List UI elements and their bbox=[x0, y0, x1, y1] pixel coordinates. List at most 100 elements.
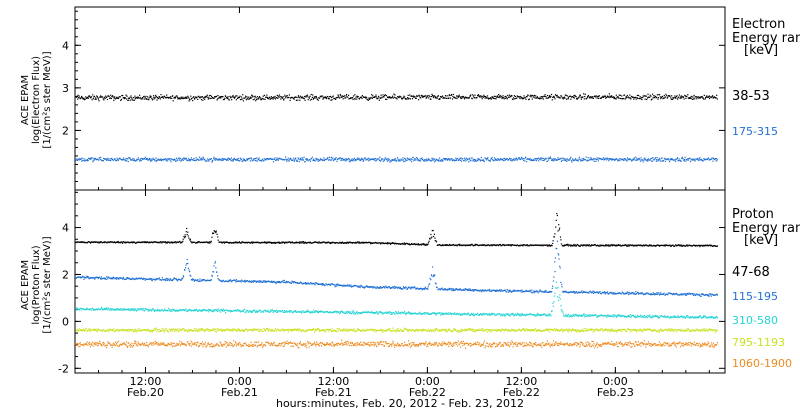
data-point bbox=[458, 158, 460, 161]
data-point bbox=[232, 280, 234, 282]
data-point bbox=[541, 97, 543, 99]
data-point bbox=[90, 97, 92, 99]
data-point bbox=[338, 157, 341, 159]
data-point bbox=[505, 95, 507, 97]
data-point bbox=[669, 95, 671, 97]
data-point bbox=[517, 157, 519, 159]
data-point bbox=[393, 93, 395, 95]
data-point bbox=[153, 309, 155, 312]
data-point bbox=[424, 95, 426, 98]
data-point bbox=[351, 97, 353, 99]
data-point bbox=[524, 291, 526, 293]
data-point bbox=[87, 159, 89, 161]
data-point bbox=[541, 157, 543, 159]
data-point bbox=[548, 95, 550, 97]
data-point bbox=[302, 158, 304, 160]
data-point bbox=[616, 97, 618, 99]
data-point bbox=[644, 158, 646, 161]
data-point bbox=[291, 241, 293, 243]
data-point bbox=[658, 157, 661, 160]
data-point bbox=[289, 241, 291, 243]
data-point bbox=[134, 241, 136, 243]
data-point bbox=[487, 244, 489, 246]
data-point bbox=[521, 289, 523, 291]
data-point bbox=[369, 158, 372, 160]
data-point bbox=[243, 309, 245, 311]
data-point bbox=[352, 285, 354, 288]
data-point bbox=[657, 160, 659, 162]
data-point bbox=[456, 288, 458, 290]
data-point bbox=[155, 96, 158, 98]
data-point bbox=[424, 286, 426, 288]
data-point bbox=[477, 94, 480, 96]
data-point bbox=[702, 160, 704, 162]
data-point bbox=[334, 286, 336, 288]
data-point bbox=[374, 286, 376, 288]
data-point bbox=[103, 307, 106, 309]
data-point bbox=[332, 95, 334, 97]
data-point bbox=[144, 310, 146, 312]
data-point bbox=[508, 290, 510, 292]
data-point bbox=[146, 241, 148, 243]
data-point bbox=[222, 98, 224, 101]
data-point bbox=[473, 158, 475, 160]
data-point bbox=[350, 159, 352, 161]
data-point bbox=[131, 277, 133, 279]
data-point bbox=[197, 278, 199, 281]
data-point bbox=[641, 159, 643, 161]
data-point bbox=[587, 244, 589, 246]
data-point bbox=[316, 283, 318, 285]
data-point bbox=[451, 93, 453, 96]
data-point bbox=[280, 96, 282, 98]
data-point bbox=[558, 97, 560, 99]
data-point bbox=[703, 294, 705, 296]
data-point bbox=[668, 161, 671, 163]
data-point bbox=[192, 100, 194, 102]
data-point bbox=[176, 96, 178, 98]
data-point bbox=[328, 158, 330, 160]
data-point bbox=[114, 308, 116, 310]
data-point bbox=[325, 96, 327, 99]
data-point bbox=[162, 279, 164, 281]
data-point bbox=[355, 242, 357, 244]
data-point bbox=[291, 280, 293, 282]
data-point bbox=[504, 158, 506, 160]
data-point bbox=[532, 159, 534, 161]
data-point bbox=[581, 290, 583, 292]
data-point bbox=[518, 157, 520, 159]
data-point bbox=[672, 244, 674, 246]
data-point bbox=[542, 98, 544, 100]
data-point bbox=[104, 158, 106, 160]
data-point bbox=[218, 158, 220, 160]
data-point bbox=[178, 241, 180, 243]
data-point bbox=[590, 159, 592, 161]
data-point bbox=[585, 291, 587, 293]
data-point bbox=[416, 288, 418, 290]
data-point bbox=[619, 160, 621, 162]
data-point bbox=[299, 242, 301, 244]
data-point bbox=[120, 277, 122, 279]
data-point bbox=[193, 309, 196, 311]
data-point bbox=[382, 242, 385, 244]
data-point bbox=[490, 98, 492, 100]
data-point bbox=[433, 158, 435, 160]
data-point bbox=[309, 241, 311, 243]
data-point bbox=[109, 97, 111, 99]
data-point bbox=[202, 308, 204, 310]
data-point bbox=[156, 159, 158, 161]
data-point bbox=[381, 158, 383, 160]
data-point bbox=[318, 159, 320, 161]
data-point bbox=[427, 286, 429, 288]
data-point bbox=[479, 96, 481, 98]
data-point bbox=[225, 241, 227, 243]
data-point bbox=[602, 291, 604, 294]
data-point bbox=[661, 293, 663, 295]
data-point bbox=[399, 160, 401, 162]
data-point bbox=[633, 158, 635, 160]
data-point bbox=[175, 160, 177, 162]
data-point bbox=[533, 292, 535, 294]
data-point bbox=[242, 160, 244, 162]
data-point bbox=[318, 241, 320, 243]
data-point bbox=[428, 284, 430, 286]
data-point bbox=[499, 289, 501, 292]
